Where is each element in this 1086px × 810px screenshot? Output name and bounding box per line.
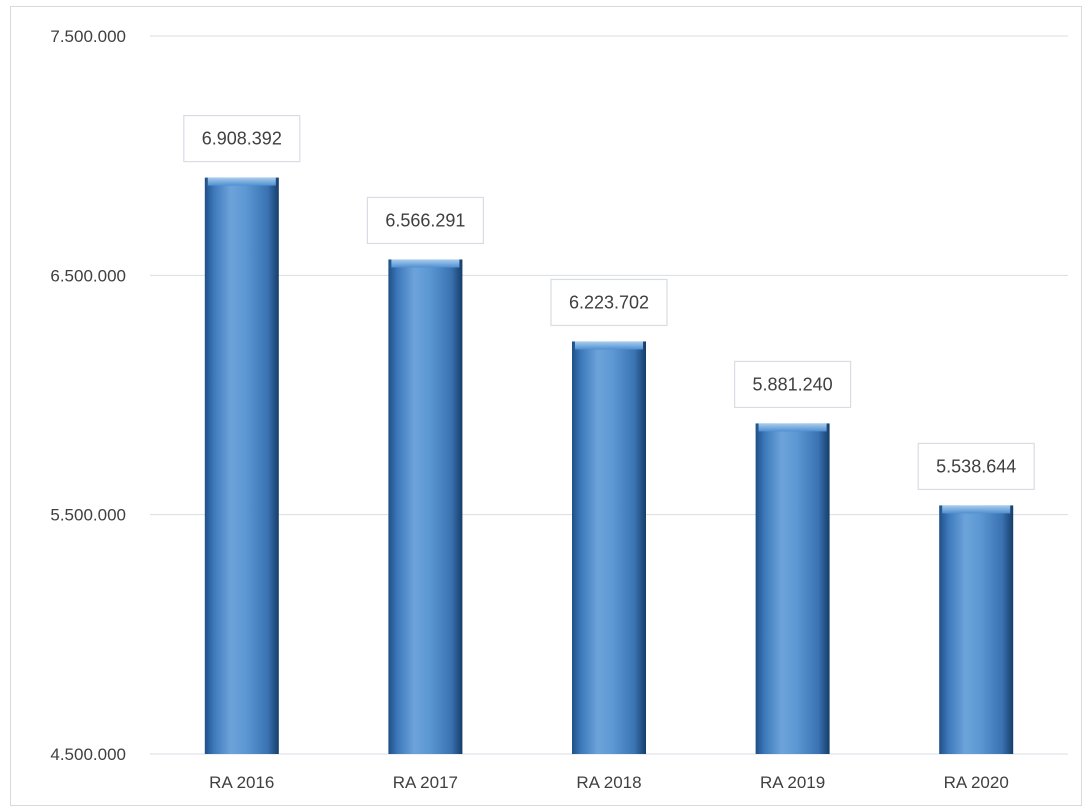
bar (204, 177, 279, 754)
x-category-label: RA 2020 (944, 773, 1009, 792)
data-label-box (917, 442, 1035, 491)
bar-body (572, 341, 646, 754)
bar-top-bevel (391, 259, 460, 268)
bar-body (204, 177, 279, 754)
bars (204, 177, 1014, 754)
y-tick-label: 4.500.000 (50, 745, 126, 764)
y-tick-label: 5.500.000 (50, 506, 126, 525)
data-label-text: 5.881.240 (753, 374, 833, 394)
data-label: 6.908.392 (183, 114, 301, 163)
x-category-label: RA 2016 (209, 773, 274, 792)
data-label-text: 6.566.291 (385, 210, 465, 230)
bar (939, 505, 1014, 754)
data-label-text: 5.538.644 (936, 456, 1016, 476)
bar (755, 423, 830, 754)
x-category-label: RA 2019 (760, 773, 825, 792)
y-axis-ticks: 4.500.000 5.500.000 6.500.000 7.500.000 (50, 27, 126, 764)
y-tick-label: 6.500.000 (50, 266, 126, 285)
data-label: 5.881.240 (733, 360, 852, 409)
data-label-box (366, 196, 484, 245)
bar-top-bevel (758, 423, 827, 432)
bar-top-bevel (207, 177, 276, 186)
y-tick-label: 7.500.000 (50, 27, 126, 46)
bar-body (388, 259, 463, 754)
bar (572, 341, 646, 754)
x-category-label: RA 2017 (393, 773, 458, 792)
data-label-text: 6.223.702 (569, 292, 649, 312)
bar-top-bevel (575, 341, 643, 350)
x-category-label: RA 2018 (576, 773, 641, 792)
data-label: 6.223.702 (550, 278, 668, 327)
data-label-box (733, 360, 852, 409)
data-label-box (183, 114, 301, 163)
data-label-text: 6.908.392 (202, 129, 282, 149)
bar (388, 259, 463, 754)
data-labels: 6.908.392 6.566.291 6.223.702 5.881.240 5.53… (183, 114, 1035, 491)
bar-body (939, 505, 1014, 754)
data-label-box (550, 278, 668, 327)
bar-body (755, 423, 830, 754)
data-label: 6.566.291 (366, 196, 484, 245)
bar-top-bevel (942, 505, 1011, 514)
data-label: 5.538.644 (917, 442, 1035, 491)
x-axis-categories: RA 2016 RA 2017 RA 2018 RA 2019 RA 2020 (209, 773, 1009, 792)
